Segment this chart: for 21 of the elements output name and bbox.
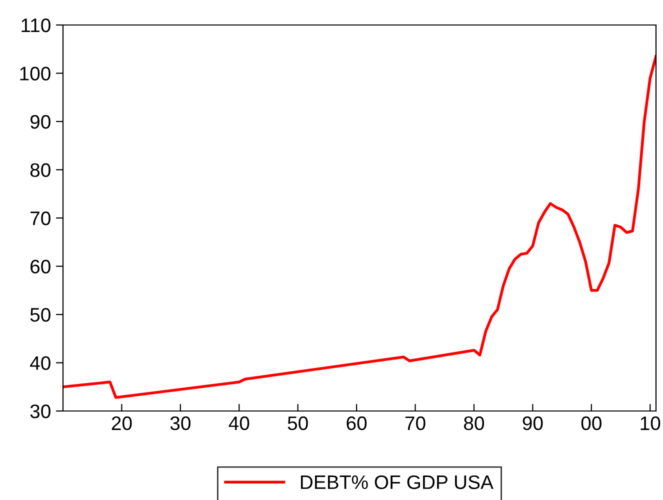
x-tick-label: 00 [581, 416, 602, 430]
y-tick-label: 80 [30, 163, 50, 177]
x-tick-label: 40 [228, 416, 250, 430]
x-tick-label: 90 [522, 416, 543, 430]
x-tick-label: 70 [405, 416, 426, 430]
y-tick-label: 90 [30, 114, 50, 129]
x-tick-label: 80 [464, 416, 484, 430]
y-tick-label: 70 [30, 211, 50, 226]
y-tick-label: 60 [30, 260, 50, 274]
y-tick-label: 40 [30, 356, 50, 370]
y-tick-label: 50 [30, 308, 50, 322]
legend-label: DEBT% OF GDP USA [300, 475, 494, 490]
y-tick-label: 100 [20, 66, 50, 80]
y-tick-label: 30 [30, 404, 50, 418]
x-tick-label: 30 [170, 416, 190, 430]
x-tick-label: 20 [112, 416, 132, 430]
x-tick-label: 50 [288, 416, 308, 430]
y-tick-label: 110 [22, 18, 50, 32]
line-series [63, 54, 656, 399]
x-tick-label: 60 [346, 416, 367, 430]
x-tick-label: 10 [640, 416, 660, 430]
